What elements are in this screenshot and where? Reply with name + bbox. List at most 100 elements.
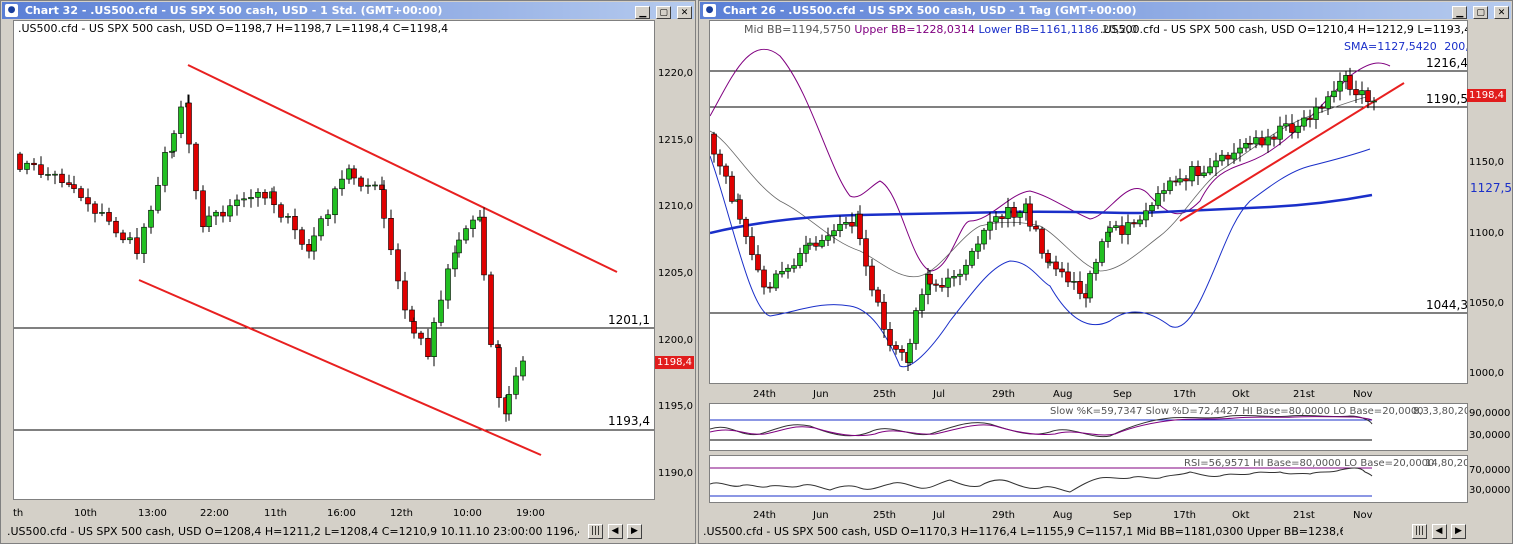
bb-upper-band bbox=[710, 48, 1391, 272]
right-title-bar[interactable]: ● Chart 26 - .US500.cfd - US SPX 500 cas… bbox=[700, 2, 1511, 19]
left-candle bbox=[155, 185, 161, 211]
right-candle bbox=[1337, 80, 1343, 92]
right-candle bbox=[729, 175, 735, 202]
right-candle bbox=[1119, 225, 1125, 235]
bb-info-text: Mid BB=1194,5750 Upper BB=1228,0314 Lowe… bbox=[744, 23, 1137, 36]
right-candle bbox=[869, 265, 875, 291]
right-xtick-lower: Nov bbox=[1353, 510, 1373, 521]
right-candle bbox=[927, 273, 933, 285]
right-candle bbox=[1033, 225, 1039, 230]
left-ytick: 1210,0 bbox=[658, 201, 693, 212]
close-button[interactable]: ✕ bbox=[677, 6, 692, 19]
right-title-text: Chart 26 - .US500.cfd - US SPX 500 cash,… bbox=[722, 4, 1137, 17]
right-xtick-lower: Sep bbox=[1113, 510, 1132, 521]
right-candle bbox=[1247, 142, 1253, 145]
left-price-plot[interactable]: .US500.cfd - US SPX 500 cash, USD O=1198… bbox=[13, 20, 655, 500]
right-candle bbox=[951, 276, 957, 279]
scroll-right-button[interactable]: ▶ bbox=[627, 524, 642, 539]
scroll-thumb-button[interactable]: ||| bbox=[588, 524, 603, 539]
left-candle bbox=[388, 218, 394, 251]
right-candle bbox=[957, 273, 963, 277]
left-xtick: th bbox=[13, 508, 24, 519]
left-hline-label-2: 1193,4 bbox=[608, 414, 650, 428]
scroll-left-button[interactable]: ◀ bbox=[607, 524, 623, 539]
right-candle bbox=[1237, 147, 1243, 154]
right-candle bbox=[1319, 106, 1325, 109]
rsi-line bbox=[710, 467, 1373, 493]
left-candle bbox=[227, 205, 233, 217]
close-button[interactable]: ✕ bbox=[1494, 6, 1509, 19]
stochastic-panel[interactable]: Slow %K=59,7347 Slow %D=72,4427 HI Base=… bbox=[709, 403, 1468, 451]
minimize-button[interactable]: ▁ bbox=[1452, 6, 1468, 19]
right-candle bbox=[837, 223, 843, 232]
right-candle bbox=[1207, 166, 1213, 174]
right-candle bbox=[1331, 90, 1337, 98]
left-candle bbox=[234, 199, 240, 207]
right-price-plot[interactable]: Mid BB=1194,5750 Upper BB=1228,0314 Lowe… bbox=[709, 20, 1468, 384]
right-candle bbox=[1149, 205, 1155, 212]
right-xtick: 29th bbox=[992, 389, 1015, 400]
right-xtick: Sep bbox=[1113, 389, 1132, 400]
left-candle bbox=[381, 189, 387, 219]
left-candle bbox=[17, 153, 23, 170]
rsi-ytick: 70,0000 bbox=[1469, 465, 1511, 476]
left-candle bbox=[120, 232, 126, 241]
scroll-left-button[interactable]: ◀ bbox=[1431, 524, 1447, 539]
left-candle bbox=[452, 252, 458, 270]
left-xtick: 12th bbox=[390, 508, 413, 519]
left-candle bbox=[99, 212, 105, 214]
left-candle bbox=[495, 344, 501, 348]
chart-window-right: ● Chart 26 - .US500.cfd - US SPX 500 cas… bbox=[698, 0, 1513, 544]
right-xtick-lower: Aug bbox=[1053, 510, 1073, 521]
right-xtick-lower: 25th bbox=[873, 510, 896, 521]
right-candle bbox=[849, 222, 855, 227]
left-info-text: .US500.cfd - US SPX 500 cash, USD O=1198… bbox=[18, 22, 449, 35]
right-candle bbox=[797, 253, 803, 266]
rsi-params: 14,80,20 bbox=[1425, 458, 1468, 469]
left-candlestick-chart bbox=[14, 64, 654, 456]
right-candle bbox=[1371, 100, 1377, 103]
right-candle bbox=[1155, 193, 1161, 206]
right-candle bbox=[749, 236, 755, 255]
left-candle bbox=[213, 211, 219, 217]
right-candle bbox=[717, 153, 723, 167]
scroll-right-button[interactable]: ▶ bbox=[1451, 524, 1466, 539]
left-candle bbox=[220, 211, 226, 217]
left-xtick: 22:00 bbox=[200, 508, 229, 519]
right-hline-label-2: 1190,5 bbox=[1426, 92, 1468, 106]
left-candle bbox=[488, 274, 494, 345]
minimize-button[interactable]: ▁ bbox=[635, 6, 651, 19]
right-candle bbox=[779, 271, 785, 275]
left-candle bbox=[395, 249, 401, 282]
left-candle bbox=[311, 235, 317, 252]
maximize-button[interactable]: ▢ bbox=[656, 6, 672, 19]
left-candle bbox=[206, 215, 212, 228]
rsi-panel[interactable]: RSI=56,9571 HI Base=80,0000 LO Base=20,0… bbox=[709, 455, 1468, 503]
right-candle bbox=[1219, 154, 1225, 162]
left-candle bbox=[127, 237, 133, 241]
left-xtick: 16:00 bbox=[327, 508, 356, 519]
left-candle bbox=[85, 197, 91, 205]
bb-params: 20,2,0 bbox=[1102, 23, 1138, 36]
right-candle bbox=[933, 283, 939, 286]
left-candle bbox=[148, 209, 154, 228]
scroll-thumb-button[interactable]: ||| bbox=[1412, 524, 1427, 539]
maximize-button[interactable]: ▢ bbox=[1473, 6, 1489, 19]
right-candle bbox=[1005, 207, 1011, 219]
left-candle bbox=[193, 143, 199, 192]
right-candle bbox=[987, 221, 993, 231]
right-xtick: 17th bbox=[1173, 389, 1196, 400]
right-ytick: 1000,0 bbox=[1469, 368, 1504, 379]
right-candle bbox=[743, 218, 749, 237]
right-hline-label-3: 1044,3 bbox=[1426, 298, 1468, 312]
stochastic-lines bbox=[710, 414, 1373, 441]
left-ytick: 1200,0 bbox=[658, 335, 693, 346]
right-xtick-lower: 21st bbox=[1293, 510, 1315, 521]
right-candle bbox=[1213, 160, 1219, 168]
right-candle bbox=[969, 250, 975, 266]
right-candle bbox=[737, 199, 743, 220]
sma-axis-marker: 1127,5 bbox=[1470, 181, 1512, 195]
left-title-bar[interactable]: ● Chart 32 - .US500.cfd - US SPX 500 cas… bbox=[2, 2, 694, 19]
left-candle bbox=[372, 184, 378, 187]
right-candle bbox=[993, 216, 999, 223]
